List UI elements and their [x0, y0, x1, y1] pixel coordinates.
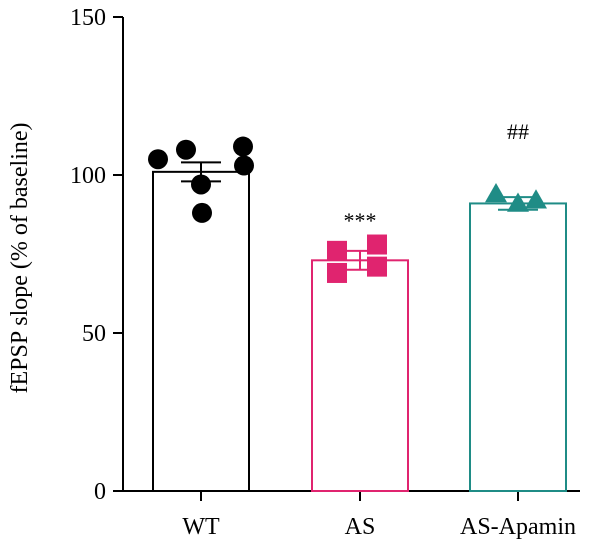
- data-points-group: [148, 136, 547, 283]
- significance-annotation: ##: [507, 119, 529, 144]
- y-axis: 0 50 100 150: [70, 5, 124, 505]
- annotations-group: *** ##: [344, 119, 530, 233]
- x-tick-label: WT: [182, 514, 220, 540]
- data-point: [233, 136, 253, 157]
- data-point: [148, 149, 168, 170]
- bar-as: [311, 259, 409, 492]
- data-point: [234, 155, 254, 176]
- data-point: [367, 234, 387, 255]
- data-point: [192, 202, 212, 223]
- data-point: [525, 189, 547, 209]
- data-point: [367, 256, 387, 277]
- x-tick-label: AS-Apamin: [460, 514, 576, 540]
- x-axis: WT AS AS-Apamin: [123, 490, 580, 540]
- data-point: [327, 262, 347, 283]
- y-tick-label: 100: [70, 163, 106, 189]
- x-tick-label: AS: [345, 514, 376, 540]
- y-tick-label: 0: [94, 479, 106, 505]
- y-tick-label: 50: [82, 321, 106, 347]
- y-tick-label: 150: [70, 5, 106, 31]
- bar-as-apamin: [469, 202, 567, 492]
- data-point: [191, 174, 211, 195]
- y-axis-label: fEPSP slope (% of baseline): [7, 122, 33, 393]
- data-point: [485, 182, 507, 203]
- data-point: [176, 139, 196, 160]
- data-point: [327, 240, 347, 261]
- significance-annotation: ***: [344, 208, 377, 233]
- data-point: [507, 192, 529, 212]
